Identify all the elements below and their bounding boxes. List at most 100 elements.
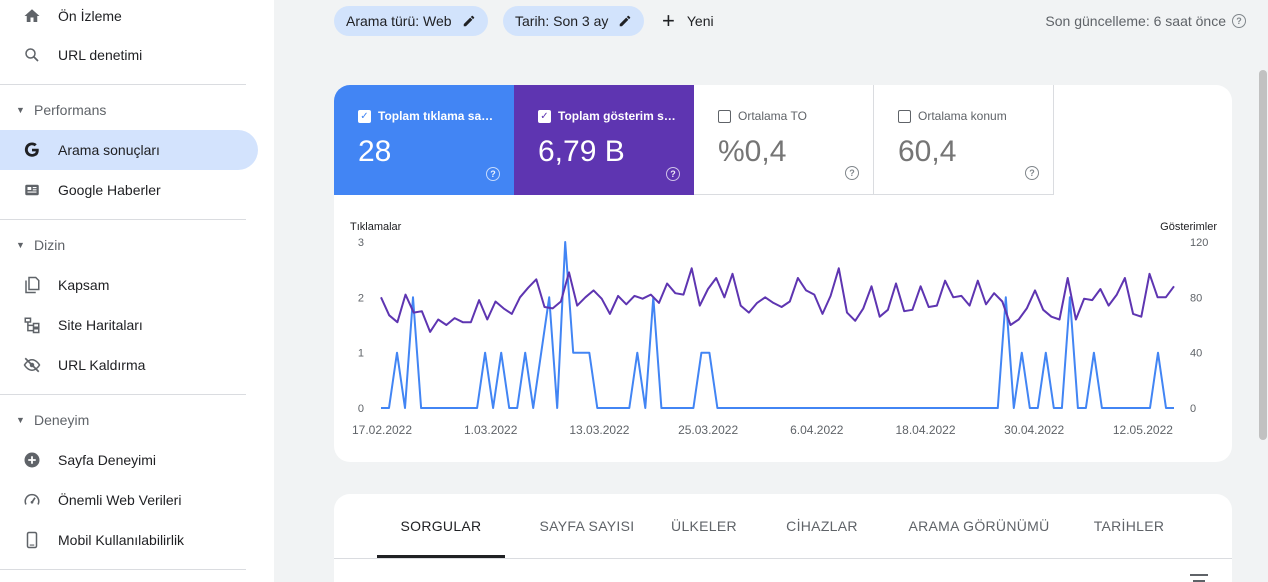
x-axis-tick: 18.04.2022 [895, 423, 955, 437]
new-filter-button[interactable]: + Yeni [662, 6, 714, 36]
tab-label: CİHAZLAR [786, 518, 858, 534]
tab-dates[interactable]: TARİHLER [1079, 494, 1179, 558]
caret-down-icon: ▼ [16, 105, 25, 115]
sidebar-item-label: Arama sonuçları [58, 142, 160, 158]
metric-total-impressions[interactable]: ✓ Toplam gösterim sayısı 6,79 B ? [514, 85, 694, 195]
checkbox-unchecked-icon[interactable] [898, 109, 911, 123]
x-axis-tick: 30.04.2022 [1004, 423, 1064, 437]
metric-total-clicks[interactable]: ✓ Toplam tıklama sayısı 28 ? [334, 85, 514, 195]
home-icon [22, 6, 42, 26]
caret-down-icon: ▼ [16, 240, 25, 250]
x-axis-tick: 25.03.2022 [678, 423, 738, 437]
left-axis-tick: 3 [358, 237, 364, 249]
sidebar-item-label: Önemli Web Verileri [58, 492, 182, 508]
metric-label: Toplam gösterim sayısı [558, 109, 678, 123]
x-axis-tick: 12.05.2022 [1113, 423, 1173, 437]
sidebar-divider [0, 394, 246, 395]
performance-card: ✓ Toplam tıklama sayısı 28 ? ✓ Toplam gö… [334, 85, 1232, 462]
right-axis-tick: 80 [1190, 292, 1202, 304]
metric-value: 60,4 [898, 135, 957, 168]
date-filter-chip[interactable]: Tarih: Son 3 ay [503, 6, 645, 36]
sidebar-item-label: Sayfa Deneyimi [58, 452, 157, 468]
checkbox-checked-icon[interactable]: ✓ [538, 109, 551, 123]
chip-label: Tarih: Son 3 ay [515, 13, 609, 29]
sitemap-icon [22, 315, 42, 335]
sidebar-item-page-experience[interactable]: Sayfa Deneyimi [0, 440, 258, 480]
metric-label: Ortalama konum [918, 109, 1007, 123]
tab-label: SAYFA SAYISI [539, 518, 635, 534]
section-index[interactable]: ▼ Dizin [0, 225, 258, 265]
metric-header: ✓ Toplam tıklama sayısı [358, 109, 498, 123]
help-icon[interactable]: ? [666, 167, 680, 181]
section-title: Dizin [34, 237, 66, 253]
left-axis-tick: 0 [358, 403, 364, 415]
last-update-text: Son güncelleme: 6 saat önce [1045, 13, 1226, 29]
search-icon [22, 45, 42, 65]
filter-rows-icon[interactable] [1190, 574, 1208, 582]
active-tab-indicator [377, 555, 505, 558]
metric-label: Toplam tıklama sayısı [378, 109, 498, 123]
sidebar: Ön İzleme URL denetimi ▼ Performans Aram… [0, 0, 274, 582]
help-icon[interactable]: ? [1025, 166, 1039, 180]
scrollbar-thumb[interactable] [1259, 70, 1267, 440]
plus-circle-icon [22, 450, 42, 470]
series-line-clicks [381, 241, 1174, 409]
help-icon[interactable]: ? [1232, 14, 1246, 28]
help-icon[interactable]: ? [486, 167, 500, 181]
checkbox-unchecked-icon[interactable] [718, 109, 731, 123]
section-title: Performans [34, 102, 107, 118]
smartphone-icon [22, 530, 42, 550]
x-axis-tick: 17.02.2022 [352, 423, 412, 437]
help-icon[interactable]: ? [845, 166, 859, 180]
metric-value: 28 [358, 135, 392, 168]
metric-label: Ortalama TO [738, 109, 807, 123]
sidebar-divider [0, 219, 246, 220]
sidebar-item-core-web-vitals[interactable]: Önemli Web Verileri [0, 480, 258, 520]
section-title: Deneyim [34, 412, 90, 428]
checkbox-checked-icon[interactable]: ✓ [358, 109, 371, 123]
eye-off-icon [22, 355, 42, 375]
sidebar-item-sitemaps[interactable]: Site Haritaları [0, 305, 258, 345]
coverage-icon [22, 275, 42, 295]
sidebar-item-google-news[interactable]: Google Haberler [0, 170, 258, 210]
tab-queries[interactable]: SORGULAR [377, 494, 505, 558]
left-axis-tick: 1 [358, 348, 364, 360]
left-axis-label: Tıklamalar [350, 221, 402, 233]
sidebar-item-url-removal[interactable]: URL Kaldırma [0, 345, 258, 385]
tab-search-appearance[interactable]: ARAMA GÖRÜNÜMÜ [899, 494, 1059, 558]
x-axis-tick: 1.03.2022 [464, 423, 518, 437]
pencil-icon [462, 14, 476, 28]
metric-header: Ortalama konum [898, 109, 1007, 123]
dimension-tabs-card: SORGULAR SAYFA SAYISI ÜLKELER CİHAZLAR A… [334, 494, 1232, 582]
tab-label: ÜLKELER [671, 518, 737, 534]
chip-label: Arama türü: Web [346, 13, 452, 29]
metric-header: ✓ Toplam gösterim sayısı [538, 109, 678, 123]
right-axis-label: Gösterimler [1160, 221, 1217, 233]
new-filter-label: Yeni [686, 13, 714, 29]
sidebar-item-mobile-usability[interactable]: Mobil Kullanılabilirlik [0, 520, 258, 560]
section-performance[interactable]: ▼ Performans [0, 90, 258, 130]
google-g-icon [22, 140, 42, 160]
search-type-filter-chip[interactable]: Arama türü: Web [334, 6, 488, 36]
sidebar-item-label: URL Kaldırma [58, 357, 146, 373]
right-axis-tick: 120 [1190, 237, 1208, 249]
section-experience[interactable]: ▼ Deneyim [0, 400, 258, 440]
tab-devices[interactable]: CİHAZLAR [772, 494, 872, 558]
metric-header: Ortalama TO [718, 109, 807, 123]
sidebar-item-label: URL denetimi [58, 47, 143, 63]
sidebar-item-coverage[interactable]: Kapsam [0, 265, 258, 305]
tab-pages[interactable]: SAYFA SAYISI [517, 494, 657, 558]
metric-value: %0,4 [718, 135, 787, 168]
performance-chart: Tıklamalar Gösterimler 3 2 1 0 120 80 40 0 17.… [350, 221, 1217, 437]
last-update-status: Son güncelleme: 6 saat önce ? [1045, 13, 1246, 29]
x-axis-tick: 13.03.2022 [569, 423, 629, 437]
tab-label: ARAMA GÖRÜNÜMÜ [908, 518, 1050, 534]
sidebar-item-url-inspection[interactable]: URL denetimi [0, 35, 258, 75]
sidebar-item-search-results[interactable]: Arama sonuçları [0, 130, 258, 170]
metric-average-ctr[interactable]: Ortalama TO %0,4 ? [694, 85, 874, 195]
tab-countries[interactable]: ÜLKELER [654, 494, 754, 558]
sidebar-item-overview[interactable]: Ön İzleme [0, 0, 258, 36]
sidebar-item-label: Mobil Kullanılabilirlik [58, 532, 185, 548]
metric-average-position[interactable]: Ortalama konum 60,4 ? [874, 85, 1054, 195]
tab-label: SORGULAR [400, 518, 482, 534]
